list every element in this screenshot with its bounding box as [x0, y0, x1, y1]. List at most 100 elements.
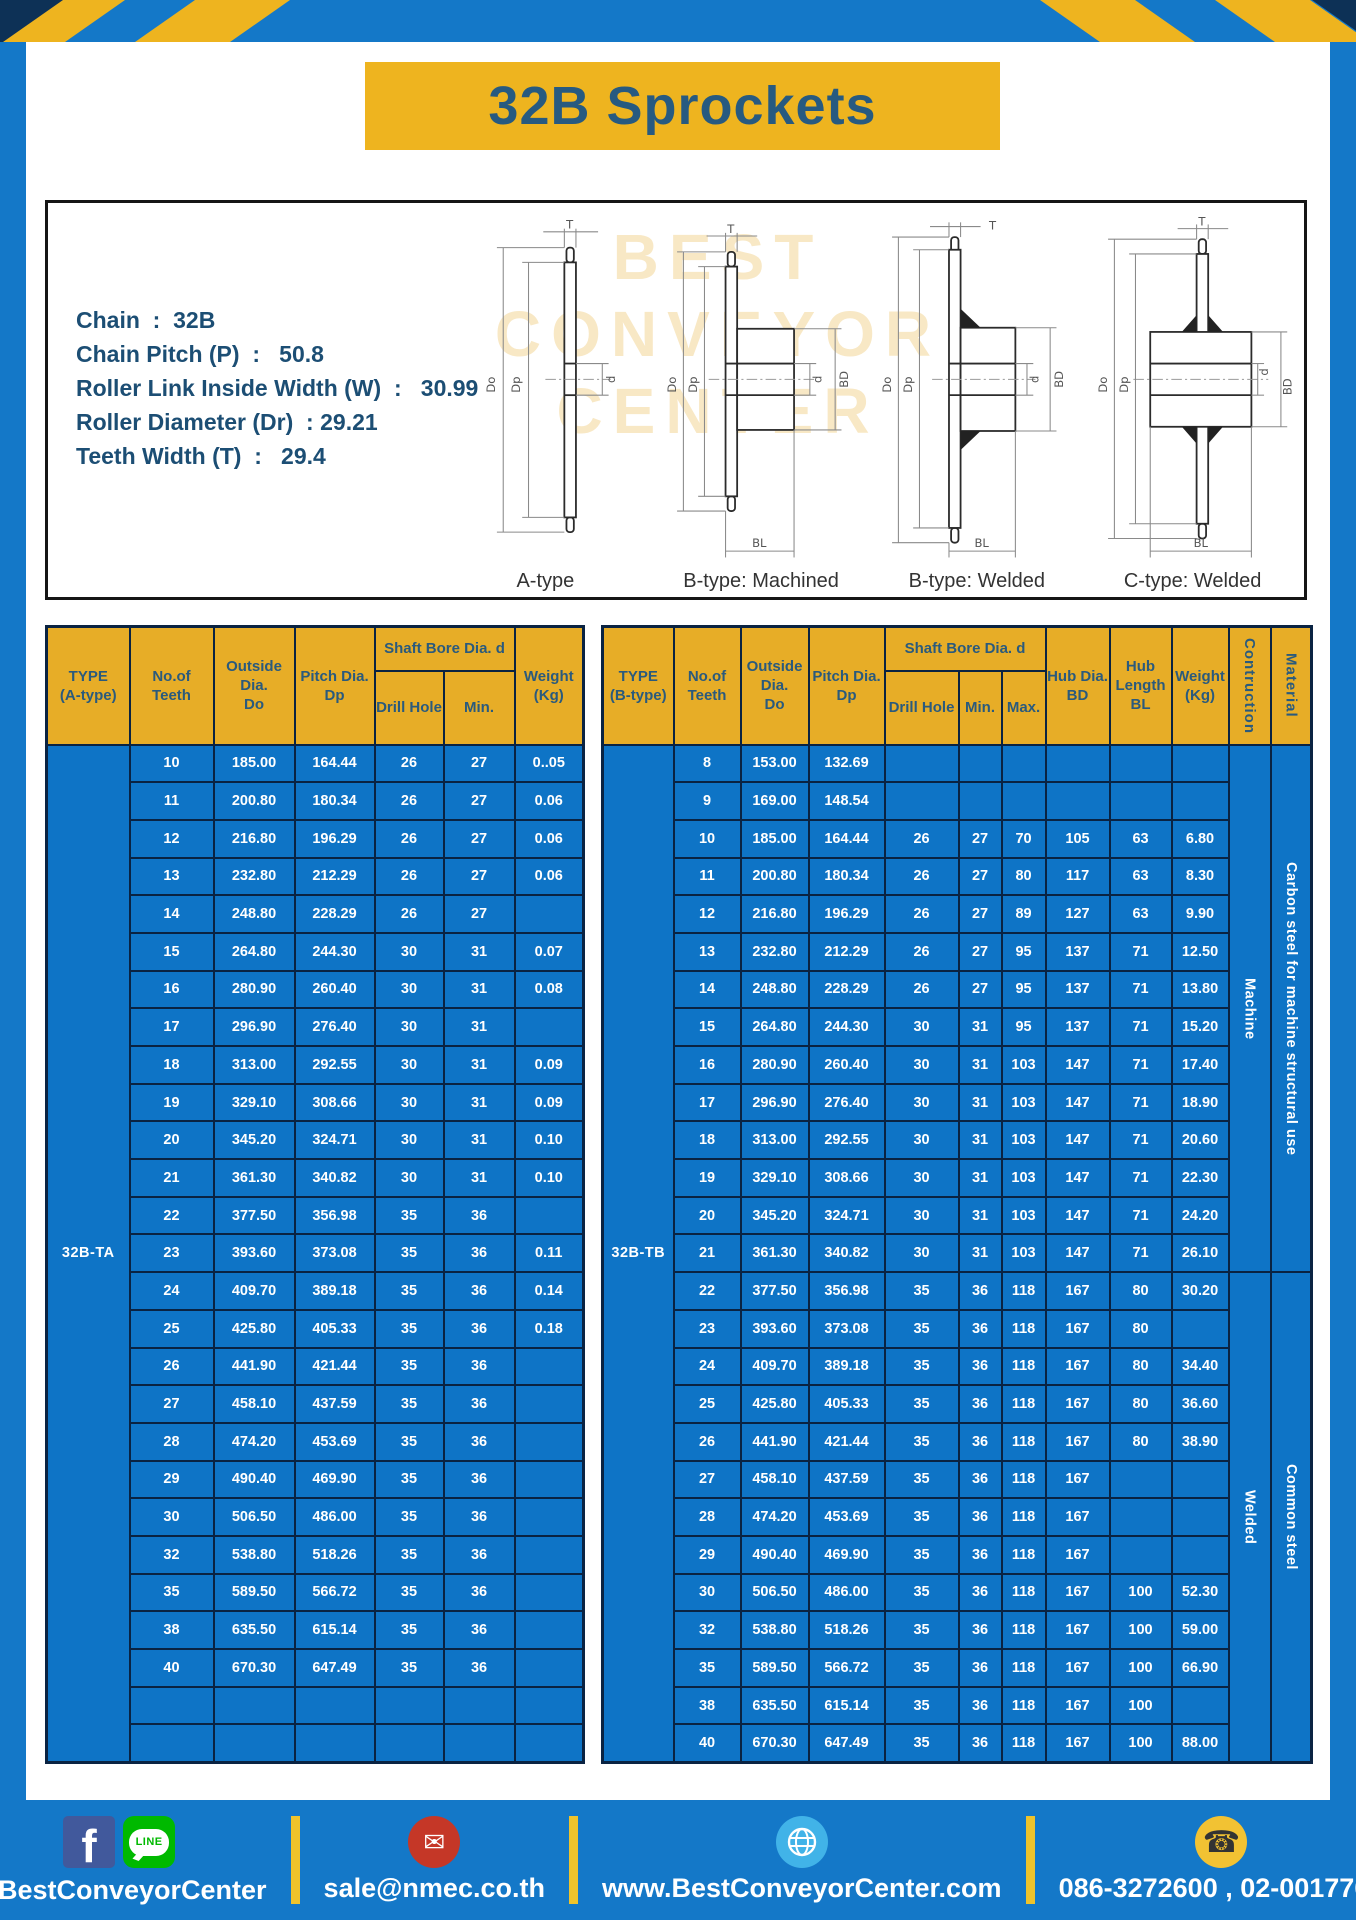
- data-cell: [1000, 743, 1047, 784]
- footer-social: f LINE @BestConveyorCenter: [0, 1814, 267, 1906]
- data-cell: 280.90: [739, 1045, 810, 1085]
- data-cell: [1170, 1685, 1230, 1726]
- data-cell: 28: [128, 1421, 215, 1462]
- footer-phone: ☎ 086-3272600 , 02-0017766: [1059, 1816, 1356, 1904]
- data-cell: 31: [957, 1007, 1003, 1047]
- data-cell: 35: [373, 1421, 445, 1462]
- data-cell: 296.90: [739, 1082, 810, 1123]
- table-row: 40 670.30 647.49 35 36 118 167 100 88.00: [603, 1723, 1312, 1764]
- data-cell: 670.30: [739, 1723, 810, 1764]
- data-cell: 8.30: [1170, 856, 1230, 897]
- data-cell: 32: [672, 1610, 742, 1650]
- spec-line-width: Roller Link Inside Width (W) : 30.99: [76, 375, 479, 401]
- data-cell: 21: [128, 1158, 215, 1198]
- data-cell: 340.82: [293, 1158, 376, 1198]
- data-cell: 260.40: [293, 969, 376, 1010]
- data-cell: [212, 1685, 296, 1726]
- sprocket-cross-section-icon: T Do Dp d: [484, 218, 618, 534]
- col-header-hub-length: Hub Length BL: [1108, 625, 1173, 746]
- data-cell: 71: [1108, 1007, 1173, 1047]
- data-cell: 38.90: [1170, 1421, 1230, 1462]
- data-cell: [513, 1346, 585, 1387]
- data-cell: 36: [957, 1421, 1003, 1462]
- data-cell: 100: [1108, 1648, 1173, 1688]
- data-cell: 30: [373, 931, 445, 972]
- data-cell: 31: [957, 1233, 1003, 1274]
- data-cell: 0.07: [513, 931, 585, 972]
- data-cell: 589.50: [739, 1648, 810, 1688]
- table-row: 17 296.90 276.40 30 31 103 147 71 18.90: [603, 1082, 1312, 1123]
- table-row: 32 538.80 518.26 35 36: [47, 1534, 585, 1575]
- table-row: 32 538.80 518.26 35 36 118 167 100 59.00: [603, 1610, 1312, 1650]
- data-cell: 28: [672, 1497, 742, 1537]
- data-cell: 469.90: [293, 1459, 376, 1500]
- data-cell: [373, 1685, 445, 1726]
- data-cell: 31: [957, 1082, 1003, 1123]
- table-row: 13 232.80 212.29 26 27 95 137 71 12.50: [603, 931, 1312, 972]
- data-cell: 24: [128, 1271, 215, 1311]
- data-cell: 147: [1044, 1082, 1111, 1123]
- data-cell: 117: [1044, 856, 1111, 897]
- data-cell: 35: [373, 1271, 445, 1311]
- data-cell: 63: [1108, 894, 1173, 934]
- phone-icon: ☎: [1195, 1816, 1248, 1868]
- data-cell: [1108, 781, 1173, 821]
- data-cell: 12: [672, 894, 742, 934]
- data-cell: 36: [442, 1534, 516, 1575]
- data-cell: 95: [1000, 931, 1047, 972]
- data-cell: 0.09: [513, 1082, 585, 1123]
- col-header-min: Min.: [442, 669, 516, 746]
- data-cell: 18.90: [1170, 1082, 1230, 1123]
- data-cell: 36: [957, 1308, 1003, 1349]
- data-cell: 20.60: [1170, 1120, 1230, 1161]
- col-header-shaft-bore: Shaft Bore Dia. d: [373, 625, 516, 672]
- data-cell: 313.00: [212, 1045, 296, 1085]
- data-cell: 95: [1000, 969, 1047, 1010]
- data-cell: 19: [128, 1082, 215, 1123]
- data-cell: 405.33: [293, 1308, 376, 1349]
- data-cell: 63: [1108, 856, 1173, 897]
- data-cell: 409.70: [739, 1346, 810, 1387]
- data-cell: 0.10: [513, 1158, 585, 1198]
- table-b-type: TYPE (B-type) No.of Teeth Outside Dia. Do Pi…: [601, 625, 1314, 1764]
- data-cell: 100: [1108, 1685, 1173, 1726]
- data-cell: 35: [373, 1233, 445, 1274]
- footer-website: www.BestConveyorCenter.com: [602, 1816, 1002, 1904]
- data-cell: [1108, 1497, 1173, 1537]
- data-cell: 31: [957, 1158, 1003, 1198]
- dim-label-d: d: [1028, 376, 1042, 383]
- data-cell: 0.08: [513, 969, 585, 1010]
- data-cell: 0.06: [513, 856, 585, 897]
- data-cell: 490.40: [212, 1459, 296, 1500]
- dim-label-bl: BL: [975, 536, 990, 550]
- data-cell: 13: [128, 856, 215, 897]
- data-cell: 30: [672, 1572, 742, 1613]
- data-cell: 118: [1000, 1723, 1047, 1764]
- col-header-construction: Contruction: [1227, 625, 1272, 746]
- data-cell: [513, 1572, 585, 1613]
- data-cell: 30: [883, 1007, 960, 1047]
- drawing-caption: B-type: Welded: [908, 570, 1046, 592]
- data-cell: 35: [883, 1384, 960, 1424]
- construction-cell: Welded: [1227, 1271, 1272, 1764]
- data-cell: [1170, 1308, 1230, 1349]
- data-cell: 30: [883, 1195, 960, 1236]
- data-cell: 36: [957, 1648, 1003, 1688]
- data-cell: 26: [373, 818, 445, 859]
- data-cell: 6.80: [1170, 818, 1230, 859]
- col-header-type: TYPE (B-type): [601, 625, 675, 746]
- data-cell: 29: [128, 1459, 215, 1500]
- table-row: 16 280.90 260.40 30 31 103 147 71 17.40: [603, 1045, 1312, 1085]
- data-cell: 36: [957, 1459, 1003, 1500]
- data-cell: 13.80: [1170, 969, 1230, 1010]
- data-cell: 80: [1000, 856, 1047, 897]
- title-banner: 32B Sprockets: [365, 62, 1000, 150]
- data-cell: 167: [1044, 1723, 1111, 1764]
- data-cell: [1108, 1459, 1173, 1500]
- sprocket-cross-section-icon: T Do Dp d BD: [1096, 216, 1295, 558]
- data-cell: 21: [672, 1233, 742, 1274]
- data-cell: 167: [1044, 1497, 1111, 1537]
- data-cell: [128, 1723, 215, 1764]
- data-cell: 361.30: [212, 1158, 296, 1198]
- data-cell: 71: [1108, 1045, 1173, 1085]
